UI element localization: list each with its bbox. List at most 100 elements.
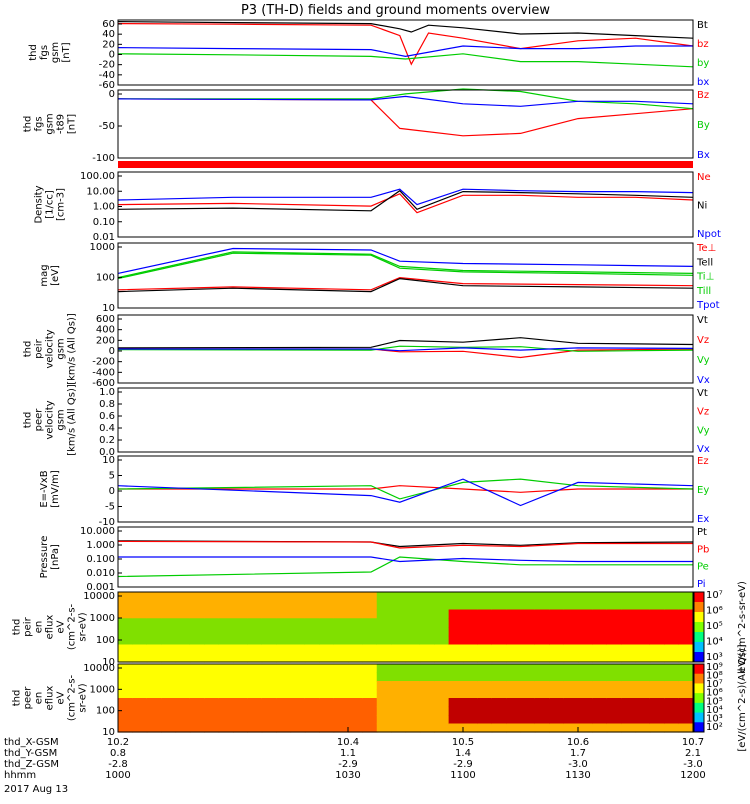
y-axis-label: [1/cc] <box>45 190 56 219</box>
x-axis-row-label: hhmm <box>4 770 36 781</box>
spectrogram-cell <box>621 723 637 733</box>
spectrogram-cell <box>333 706 349 716</box>
spectrogram-cell <box>276 618 292 628</box>
spectrogram-cell <box>606 706 622 716</box>
spectrogram-cell <box>563 653 579 663</box>
spectrogram-cell <box>218 627 234 637</box>
spectrogram-cell <box>189 627 205 637</box>
spectrogram-cell <box>678 664 694 674</box>
spectrogram-cell <box>132 653 148 663</box>
spectrogram-cell <box>276 664 292 674</box>
spectrogram-cell <box>664 681 680 691</box>
spectrogram-cell <box>333 627 349 637</box>
spectrogram-cell <box>146 672 162 682</box>
spectrogram-cell <box>506 698 522 708</box>
spectrogram-cell <box>118 644 133 654</box>
spectrogram-cell <box>419 723 435 733</box>
spectrogram-cell <box>448 672 464 682</box>
spectrogram-cell <box>635 664 651 674</box>
spectrogram-cell <box>405 644 421 654</box>
spectrogram-cell <box>146 723 162 733</box>
spectrogram-cell <box>621 644 637 654</box>
spectrogram-cell <box>520 644 536 654</box>
spectrogram-cell <box>549 600 565 611</box>
colorbar-segment <box>694 612 704 623</box>
spectrogram-cell <box>606 609 622 619</box>
spectrogram-cell <box>463 715 478 725</box>
spectrogram-cell <box>448 609 464 619</box>
spectrogram-cell <box>161 618 177 628</box>
spectrogram-cell <box>649 653 665 663</box>
spectrogram-cell <box>132 698 148 708</box>
spectrogram-cell <box>549 681 565 691</box>
y-axis-label: [cm-3] <box>56 188 67 221</box>
spectrogram-cell <box>276 627 292 637</box>
spectrogram-cell <box>664 698 680 708</box>
spectrogram-cell <box>434 635 450 646</box>
spectrogram-cell <box>348 592 363 602</box>
spectrogram-cell <box>549 609 565 619</box>
colorbar-frame <box>693 591 705 663</box>
spectrogram-cell <box>247 600 263 611</box>
y-axis-label: [nT] <box>67 114 78 134</box>
spectrogram-cell <box>534 600 550 611</box>
spectrogram-cell <box>477 706 493 716</box>
spectrogram-cell <box>319 609 335 619</box>
legend-entry: By <box>697 120 710 131</box>
spectrogram-cell <box>161 723 177 733</box>
spectrogram-cell <box>348 681 363 691</box>
y-axis-label: sr-eV) <box>78 683 89 712</box>
spectrogram-cell <box>161 600 177 611</box>
spectrogram-cell <box>578 618 593 628</box>
spectrogram-cell <box>290 698 306 708</box>
colorbar-tick-label: 10³ <box>706 652 723 663</box>
colorbar-segment <box>694 622 704 633</box>
spectrogram-cell <box>621 698 637 708</box>
spectrogram-cell <box>348 689 363 699</box>
spectrogram-cell <box>362 672 378 682</box>
colorbar-tick-label: 10⁸ <box>706 671 723 682</box>
series-line-Vx <box>118 347 694 352</box>
spectrogram-cell <box>549 592 565 602</box>
spectrogram-cell <box>506 681 522 691</box>
spectrogram-cell <box>664 672 680 682</box>
spectrogram-cell <box>477 609 493 619</box>
spectrogram-cell <box>664 664 680 674</box>
spectrogram-cell <box>664 609 680 619</box>
y-tick-label: 10 <box>102 727 115 738</box>
spectrogram-cell <box>362 627 378 637</box>
spectrogram-cell <box>189 681 205 691</box>
spectrogram-cell <box>161 609 177 619</box>
spectrogram-cell <box>491 635 507 646</box>
spectrogram-cell <box>520 689 536 699</box>
spectrogram-cell <box>304 715 320 725</box>
spectrogram-cell <box>448 600 464 611</box>
spectrogram-cell <box>132 689 148 699</box>
spectrogram-cell <box>448 681 464 691</box>
colorbar-segment <box>694 632 704 643</box>
y-axis-label: [nPa] <box>50 544 61 570</box>
spectrogram-cell <box>319 672 335 682</box>
spectrogram-cell <box>635 644 651 654</box>
spectrogram-cell <box>491 653 507 663</box>
spectrogram-cell <box>664 653 680 663</box>
spectrogram-cell <box>189 698 205 708</box>
spectrogram-cell <box>261 689 277 699</box>
spectrogram-cell <box>520 618 536 628</box>
spectrogram-cell <box>606 635 622 646</box>
spectrogram-cell <box>520 664 536 674</box>
spectrogram-cell <box>304 618 320 628</box>
spectrogram-cell <box>319 653 335 663</box>
spectrogram-cell <box>118 706 133 716</box>
spectrogram-cell <box>434 723 450 733</box>
spectrogram-cell <box>405 706 421 716</box>
spectrogram-cell <box>491 689 507 699</box>
spectrogram-cell <box>189 689 205 699</box>
spectrogram-cell <box>276 715 292 725</box>
spectrogram-cell <box>132 618 148 628</box>
y-tick-label: 10.00 <box>86 186 115 197</box>
spectrogram-cell <box>419 672 435 682</box>
spectrogram-cell <box>146 681 162 691</box>
spectrogram-cell <box>578 681 593 691</box>
